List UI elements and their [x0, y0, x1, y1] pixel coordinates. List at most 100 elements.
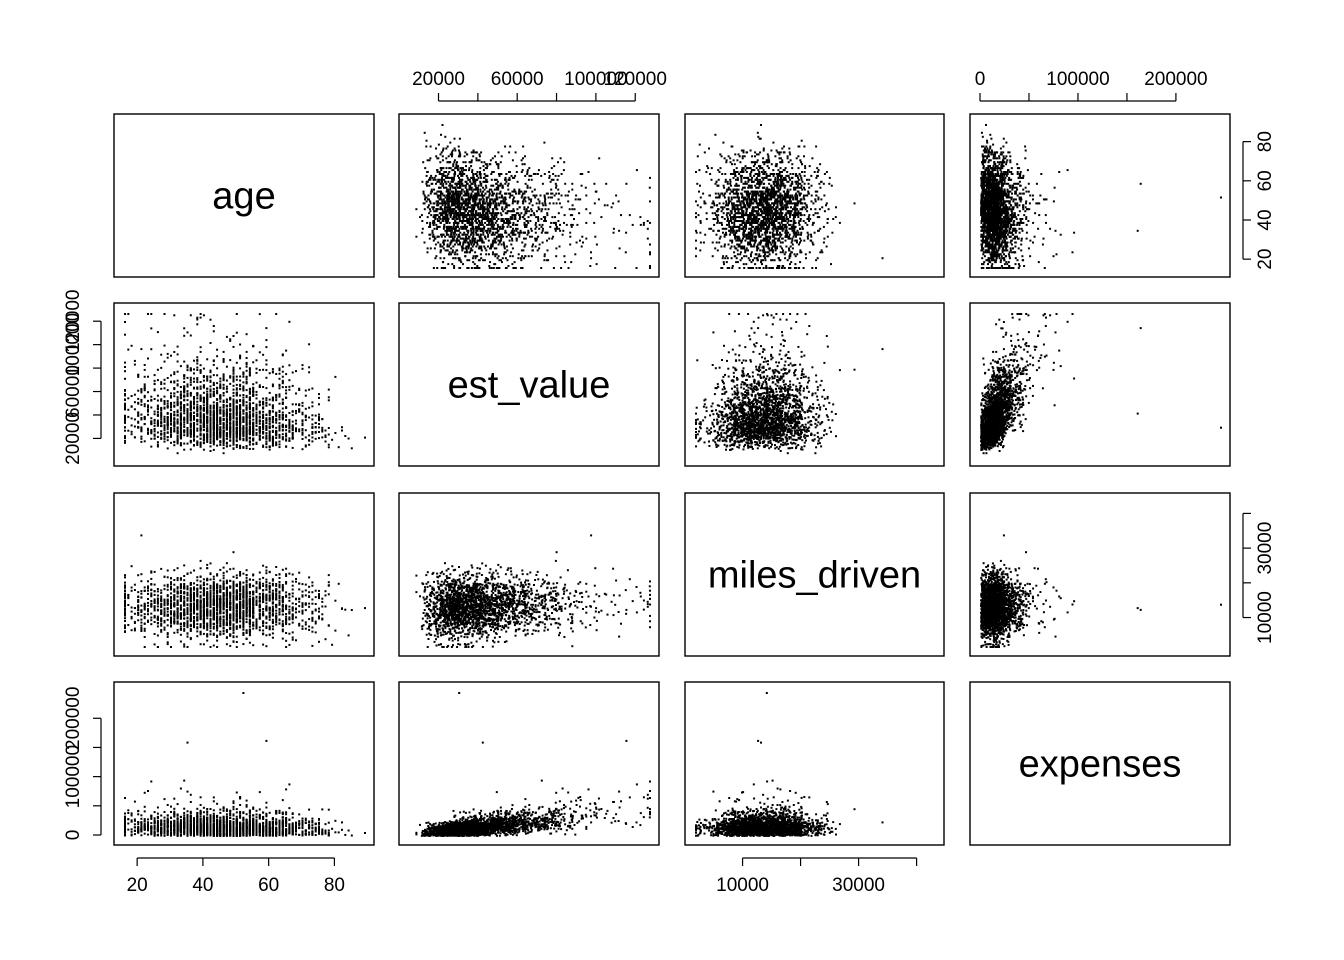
point	[1014, 204, 1017, 207]
point	[745, 151, 748, 154]
point	[448, 161, 451, 164]
point	[504, 198, 507, 201]
point	[716, 210, 719, 213]
point	[556, 227, 559, 230]
point	[779, 218, 782, 220]
point	[497, 184, 500, 187]
point	[781, 241, 784, 244]
point	[512, 176, 515, 179]
point	[781, 251, 784, 254]
point	[752, 161, 755, 164]
point	[747, 218, 750, 220]
point	[528, 174, 531, 177]
point	[453, 223, 456, 226]
point	[525, 212, 528, 215]
point	[481, 196, 484, 199]
point	[779, 223, 782, 226]
point	[457, 206, 460, 209]
point	[481, 239, 483, 242]
point	[751, 194, 754, 197]
point	[782, 169, 785, 172]
point	[503, 245, 506, 248]
point	[759, 249, 762, 252]
point	[749, 174, 752, 177]
point	[563, 214, 566, 217]
point	[543, 255, 546, 258]
point	[457, 165, 460, 168]
point	[448, 198, 450, 201]
point	[529, 186, 532, 189]
point	[506, 210, 509, 213]
point	[482, 165, 485, 168]
point	[579, 239, 581, 242]
point	[815, 259, 818, 262]
point	[481, 216, 484, 219]
point	[756, 153, 758, 156]
point	[725, 161, 728, 164]
point	[496, 257, 499, 260]
point	[765, 265, 768, 267]
point	[506, 259, 509, 262]
point	[445, 167, 448, 170]
point	[770, 218, 773, 220]
point	[485, 253, 488, 256]
point	[473, 216, 476, 219]
point	[808, 178, 811, 181]
point	[441, 212, 444, 215]
point	[530, 178, 533, 181]
point	[730, 173, 733, 175]
point	[761, 220, 764, 222]
point	[517, 212, 520, 215]
point	[567, 267, 570, 269]
point	[748, 227, 751, 230]
point	[784, 192, 787, 195]
point	[773, 194, 776, 197]
point	[768, 225, 771, 228]
point	[497, 202, 500, 205]
point	[997, 249, 1000, 252]
point	[766, 192, 769, 195]
point	[475, 212, 477, 215]
point	[778, 267, 780, 269]
point	[772, 235, 775, 238]
point	[525, 208, 528, 211]
point	[744, 214, 747, 217]
point	[504, 229, 507, 232]
point	[475, 157, 478, 160]
point	[459, 186, 462, 189]
point	[448, 251, 451, 254]
point	[554, 229, 557, 232]
point	[722, 141, 725, 144]
point	[759, 194, 762, 197]
point	[492, 225, 495, 228]
point	[743, 247, 746, 250]
point	[767, 235, 770, 238]
point	[474, 227, 477, 230]
point	[784, 223, 787, 226]
point	[539, 194, 542, 197]
point	[764, 206, 766, 209]
point	[803, 155, 805, 158]
point	[495, 196, 498, 199]
point	[495, 220, 498, 222]
point	[1016, 202, 1019, 205]
point	[769, 178, 772, 181]
point	[756, 214, 759, 217]
point	[742, 220, 745, 222]
point	[423, 131, 426, 134]
point	[717, 208, 719, 211]
point	[710, 227, 713, 230]
point	[515, 165, 518, 168]
point	[436, 208, 439, 211]
point	[989, 145, 992, 148]
point	[772, 220, 775, 222]
point	[759, 137, 762, 140]
point	[491, 192, 494, 195]
point	[766, 212, 769, 215]
point	[769, 204, 772, 207]
point	[808, 214, 811, 217]
point	[1007, 225, 1010, 228]
point	[801, 163, 803, 166]
point	[793, 233, 796, 236]
point	[759, 223, 762, 226]
